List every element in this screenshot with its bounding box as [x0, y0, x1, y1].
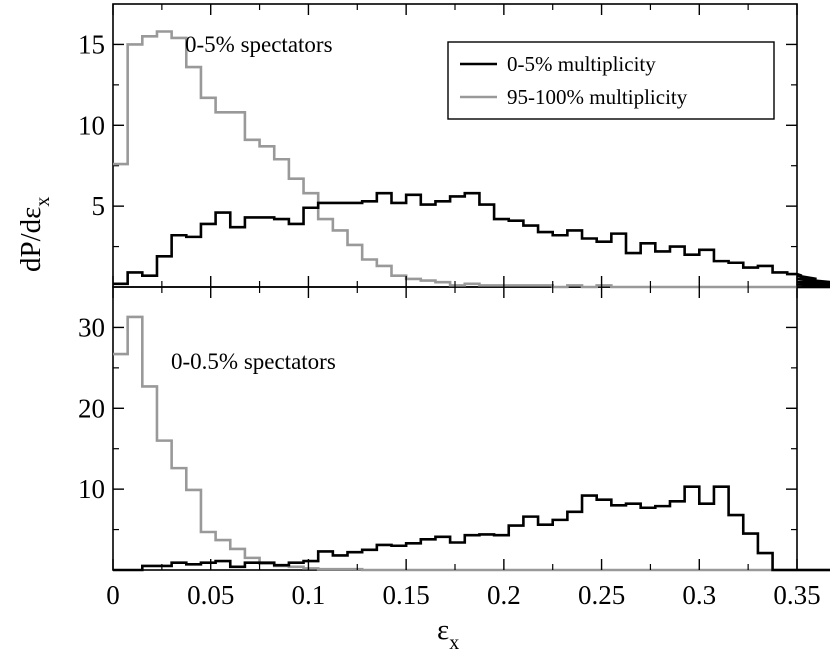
bottom-panel-annotation: 0-0.5% spectators	[171, 349, 336, 374]
x-tick-label: 0.3	[682, 580, 716, 610]
bottom-panel-plot: 10 20 30	[78, 287, 830, 572]
bottom-series-0-5-multiplicity	[113, 485, 830, 572]
legend: 0-5% multiplicity 95-100% multiplicity	[447, 41, 775, 120]
x-tick-label: 0.05	[187, 580, 234, 610]
top-ytick-label: 15	[78, 29, 105, 59]
y-axis-title: dP/dεx	[15, 197, 54, 272]
x-axis-title: εx	[437, 614, 459, 654]
x-tick-label: 0.2	[487, 580, 521, 610]
x-axis-title-main: ε	[437, 614, 449, 646]
top-series-0-5-multiplicity	[113, 191, 830, 289]
bottom-panel-frame	[112, 286, 798, 571]
bottom-ytick-label: 30	[78, 312, 105, 342]
x-axis-title-sub: x	[449, 632, 459, 654]
x-tick-label: 0.15	[383, 580, 430, 610]
x-tick-label: 0.25	[578, 580, 625, 610]
top-panel-annotation: 0-5% spectators	[185, 32, 333, 57]
y-axis-title-group: dP/dεx	[15, 197, 54, 272]
y-axis-title-main: dP/dε	[15, 207, 47, 272]
x-tick-label: 0.1	[292, 580, 326, 610]
legend-box	[447, 41, 775, 120]
top-ytick-label: 5	[92, 191, 106, 221]
legend-label-95-100-multiplicity: 95-100% multiplicity	[507, 85, 688, 109]
bottom-ytick-label: 10	[78, 474, 105, 504]
y-axis-title-sub: x	[32, 197, 54, 207]
x-tick-label: 0	[106, 580, 120, 610]
x-axis-ticks: 0 0.05 0.1 0.15 0.2 0.25 0.3 0.35	[106, 580, 820, 610]
bottom-ytick-label: 20	[78, 393, 105, 423]
top-ytick-label: 10	[78, 110, 105, 140]
legend-label-0-5-multiplicity: 0-5% multiplicity	[507, 52, 656, 76]
x-tick-label: 0.35	[773, 580, 820, 610]
